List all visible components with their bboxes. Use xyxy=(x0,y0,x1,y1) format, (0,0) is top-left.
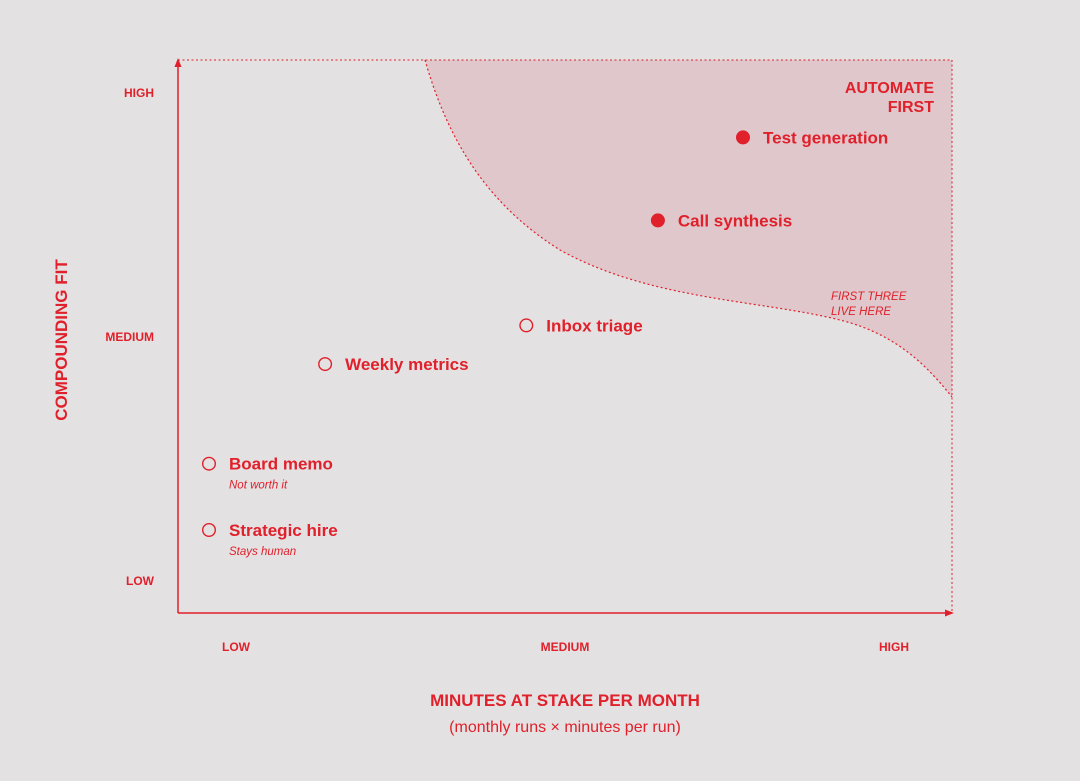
y-tick-high: HIGH xyxy=(124,86,154,100)
x-axis-title: MINUTES AT STAKE PER MONTH xyxy=(430,691,700,710)
x-axis-arrow xyxy=(945,609,954,617)
zone-note-line-2: LIVE HERE xyxy=(831,306,891,318)
point-label-call-synthesis: Call synthesis xyxy=(678,211,792,230)
x-tick-low: LOW xyxy=(222,640,251,654)
zone-title-line-1: AUTOMATE xyxy=(845,80,935,97)
point-label-weekly-metrics: Weekly metrics xyxy=(345,355,468,374)
point-label-test-generation: Test generation xyxy=(763,128,888,147)
y-axis-arrow xyxy=(174,58,182,67)
x-tick-medium: MEDIUM xyxy=(541,640,590,654)
x-tick-high: HIGH xyxy=(879,640,909,654)
point-label-strategic-hire: Strategic hire xyxy=(229,521,338,540)
automate-first-zone xyxy=(425,60,952,397)
zone-note-line-1: FIRST THREE xyxy=(831,291,907,303)
zone-title-line-2: FIRST xyxy=(888,99,934,116)
point-weekly-metrics xyxy=(318,357,333,372)
point-note-board-memo: Not worth it xyxy=(229,480,288,492)
point-call-synthesis xyxy=(650,213,665,228)
point-note-strategic-hire: Stays human xyxy=(229,546,296,558)
point-strategic-hire xyxy=(201,523,216,538)
point-label-board-memo: Board memo xyxy=(229,455,333,474)
point-board-memo xyxy=(201,456,216,471)
point-test-generation xyxy=(736,130,750,145)
y-tick-low: LOW xyxy=(126,574,155,588)
data-points: Test generation Call synthesis Inbox triag… xyxy=(201,128,888,558)
y-tick-medium: MEDIUM xyxy=(105,330,154,344)
y-axis-title: COMPOUNDING FIT xyxy=(52,259,71,421)
zone-boundary-curve xyxy=(424,59,953,398)
x-axis-subtitle: (monthly runs × minutes per run) xyxy=(449,719,681,736)
point-label-inbox-triage: Inbox triage xyxy=(546,316,642,335)
point-inbox-triage xyxy=(519,318,534,333)
